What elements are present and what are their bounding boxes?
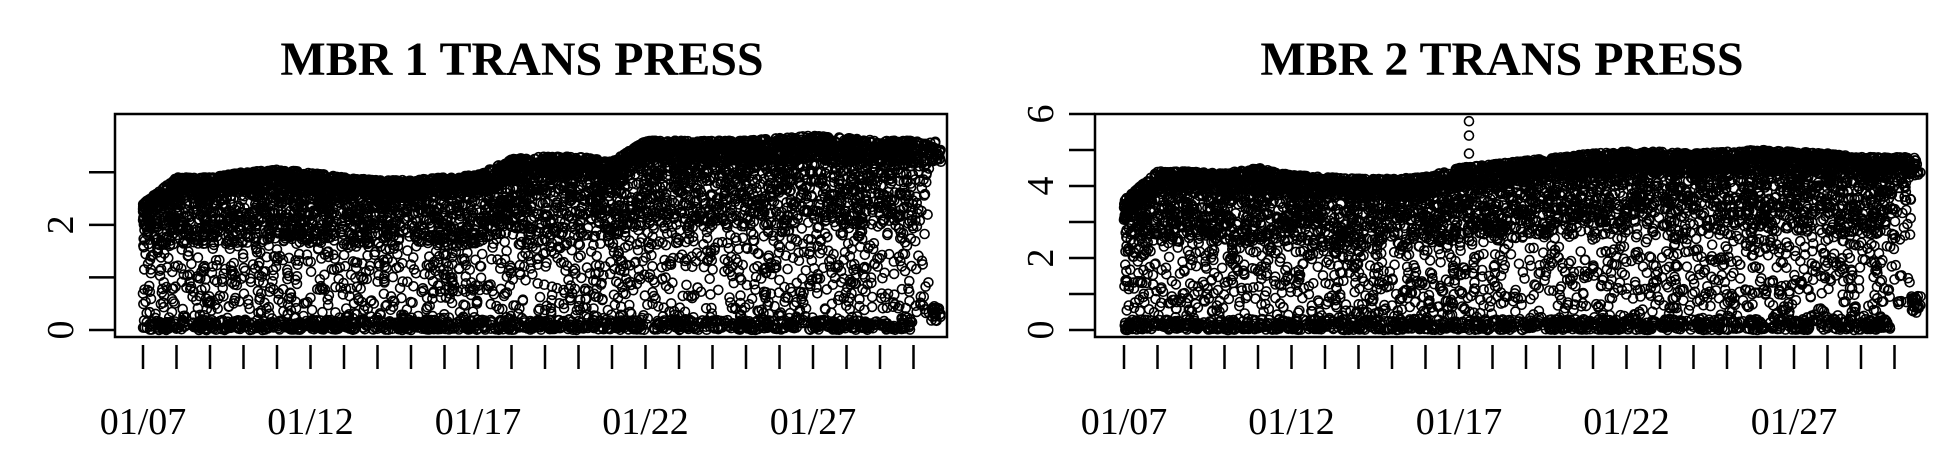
data-point [150, 218, 161, 229]
data-point [610, 276, 622, 288]
data-point [157, 283, 168, 295]
data-point [306, 304, 318, 316]
data-point [140, 296, 151, 308]
data-point [475, 272, 487, 284]
data-point [338, 249, 350, 261]
x-tick-label: 01/12 [267, 401, 354, 443]
data-point [239, 271, 250, 283]
data-point [138, 298, 149, 310]
x-tick-label: 01/07 [100, 401, 187, 443]
data-point [154, 239, 165, 251]
data-point [163, 252, 174, 264]
data-point [339, 260, 351, 272]
x-tick-label: 01/27 [770, 401, 857, 443]
data-point [152, 221, 164, 233]
x-axis: 01/07 01/12 01/17 01/22 01/27 [100, 345, 915, 443]
data-point [144, 286, 156, 298]
x-tick-label: 01/22 [602, 401, 689, 443]
y-tick-label: 0 [40, 321, 82, 340]
data-point [534, 291, 546, 303]
data-point [485, 298, 497, 310]
data-points [137, 130, 947, 336]
data-point [145, 293, 157, 305]
data-point [167, 266, 178, 278]
data-point [138, 240, 149, 251]
data-point [138, 233, 149, 245]
data-point [421, 292, 433, 304]
data-point [408, 280, 419, 292]
data-point [166, 293, 178, 305]
data-point [192, 252, 204, 263]
chart-panel-mbr1: MBR 1 TRANS PRESS 02 01/07 01/12 01/17 01/2… [40, 33, 949, 443]
data-point [387, 271, 399, 283]
data-point [494, 263, 506, 274]
data-point [138, 315, 150, 326]
data-point [154, 270, 166, 282]
data-point [396, 292, 407, 304]
data-point [152, 233, 163, 244]
data-point [305, 266, 317, 278]
data-point [575, 250, 587, 261]
data-point [156, 211, 167, 223]
y-axis: 02 [40, 171, 115, 340]
data-point [166, 306, 178, 318]
data-point [163, 312, 175, 323]
data-point [164, 238, 176, 250]
data-point [155, 263, 167, 275]
data-point [161, 226, 173, 237]
data-point [476, 248, 488, 260]
data-point [149, 312, 161, 324]
data-point [486, 253, 497, 265]
data-point [147, 249, 159, 261]
data-point [158, 301, 169, 313]
data-point [139, 264, 150, 275]
data-point [532, 278, 544, 289]
data-point [144, 306, 155, 318]
data-point [520, 274, 531, 286]
chart-title: MBR 1 TRANS PRESS [280, 33, 763, 86]
y-tick-label: 2 [40, 215, 82, 234]
data-point [155, 298, 167, 310]
x-tick-label: 01/17 [435, 401, 522, 443]
data-point [143, 280, 155, 292]
data-point [499, 236, 511, 248]
